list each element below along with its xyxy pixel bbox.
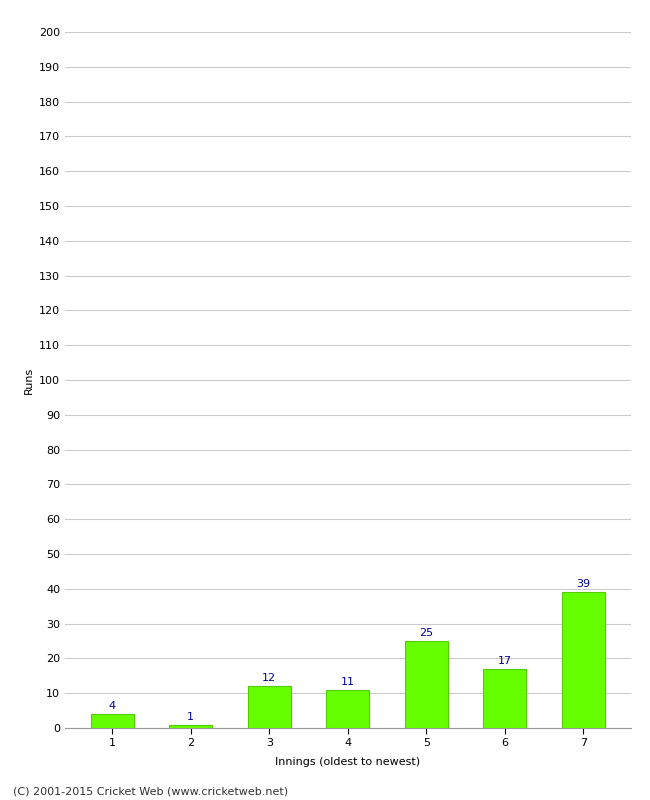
- Text: (C) 2001-2015 Cricket Web (www.cricketweb.net): (C) 2001-2015 Cricket Web (www.cricketwe…: [13, 786, 288, 796]
- Bar: [90, 714, 134, 728]
- Bar: [562, 592, 605, 728]
- Text: 11: 11: [341, 677, 355, 687]
- X-axis label: Innings (oldest to newest): Innings (oldest to newest): [275, 757, 421, 766]
- Text: 25: 25: [419, 628, 434, 638]
- Text: 1: 1: [187, 712, 194, 722]
- Bar: [483, 669, 526, 728]
- Text: 17: 17: [498, 656, 512, 666]
- Bar: [248, 686, 291, 728]
- Bar: [169, 725, 213, 728]
- Y-axis label: Runs: Runs: [23, 366, 33, 394]
- Bar: [326, 690, 369, 728]
- Text: 39: 39: [577, 579, 590, 590]
- Text: 12: 12: [262, 674, 276, 683]
- Text: 4: 4: [109, 702, 116, 711]
- Bar: [405, 641, 448, 728]
